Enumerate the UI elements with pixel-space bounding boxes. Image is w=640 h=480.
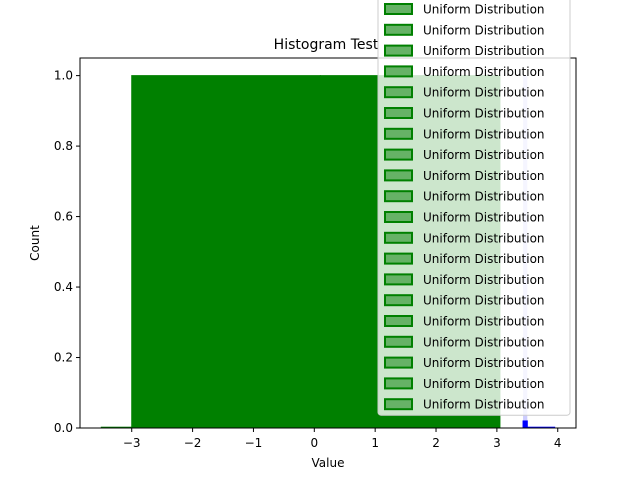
legend-label: Uniform Distribution <box>423 169 545 183</box>
x-axis-label: Value <box>312 456 345 470</box>
legend-label: Uniform Distribution <box>423 315 545 329</box>
y-tick-label: 0.0 <box>54 421 73 435</box>
legend-swatch <box>384 44 413 57</box>
legend-label: Uniform Distribution <box>423 190 545 204</box>
legend: Uniform Distribution Uniform Distribution… <box>377 0 571 416</box>
legend-label: Uniform Distribution <box>423 44 545 58</box>
histogram-bar <box>522 420 528 429</box>
legend-swatch <box>384 190 413 203</box>
legend-label: Uniform Distribution <box>423 3 545 17</box>
legend-swatch <box>384 211 413 223</box>
legend-label: Uniform Distribution <box>423 252 545 266</box>
legend-swatch <box>384 23 413 36</box>
histogram-bar <box>131 75 321 429</box>
legend-swatch <box>384 356 413 369</box>
legend-label: Uniform Distribution <box>423 335 545 349</box>
legend-swatch <box>384 398 413 411</box>
legend-label: Uniform Distribution <box>423 273 545 287</box>
axes-frame <box>79 57 577 429</box>
legend-label: Uniform Distribution <box>423 356 545 370</box>
x-tick-label: 0 <box>310 436 318 450</box>
x-tick-label: 2 <box>432 436 440 450</box>
legend-label: Uniform Distribution <box>423 86 545 100</box>
x-tick-label: −1 <box>245 436 263 450</box>
legend-swatch <box>384 315 413 327</box>
legend-swatch <box>384 127 413 140</box>
legend-label: Uniform Distribution <box>423 127 545 141</box>
y-axis-label: Count <box>28 225 42 261</box>
legend-swatch <box>384 169 413 182</box>
legend-label: Uniform Distribution <box>423 65 545 79</box>
x-axis: −3 −2 −1 0 1 2 3 4 <box>123 428 562 450</box>
y-tick-label: 1.0 <box>54 69 73 83</box>
legend-label: Uniform Distribution <box>423 148 545 162</box>
x-tick-label: 3 <box>493 436 501 450</box>
x-tick-label: −3 <box>123 436 141 450</box>
x-tick-label: 4 <box>554 436 562 450</box>
legend-swatch <box>384 148 413 161</box>
legend-label: Uniform Distribution <box>423 377 545 391</box>
legend-swatch <box>384 252 413 265</box>
legend-swatch <box>384 3 413 15</box>
chart-title: Histogram Test <box>274 37 379 53</box>
legend-label: Uniform Distribution <box>423 23 545 37</box>
legend-swatch <box>384 107 413 119</box>
legend-swatch <box>384 86 413 99</box>
legend-swatch <box>384 273 413 286</box>
legend-swatch <box>384 377 413 390</box>
y-tick-label: 0.2 <box>54 351 73 365</box>
y-tick-label: 0.8 <box>54 139 73 153</box>
y-tick-label: 0.4 <box>54 280 73 294</box>
legend-label: Uniform Distribution <box>423 211 545 225</box>
x-tick-label: −2 <box>184 436 202 450</box>
legend-swatch <box>384 231 413 244</box>
legend-box <box>377 0 571 416</box>
legend-label: Uniform Distribution <box>423 231 545 245</box>
legend-swatch <box>384 65 413 78</box>
legend-swatch <box>384 335 413 348</box>
legend-swatch <box>384 294 413 307</box>
y-tick-label: 0.6 <box>54 210 73 224</box>
x-tick-label: 1 <box>371 436 379 450</box>
legend-label: Uniform Distribution <box>423 107 545 121</box>
y-axis: 0.0 0.2 0.4 0.6 0.8 1.0 <box>54 69 80 435</box>
legend-label: Uniform Distribution <box>423 294 545 308</box>
legend-label: Uniform Distribution <box>423 398 545 412</box>
